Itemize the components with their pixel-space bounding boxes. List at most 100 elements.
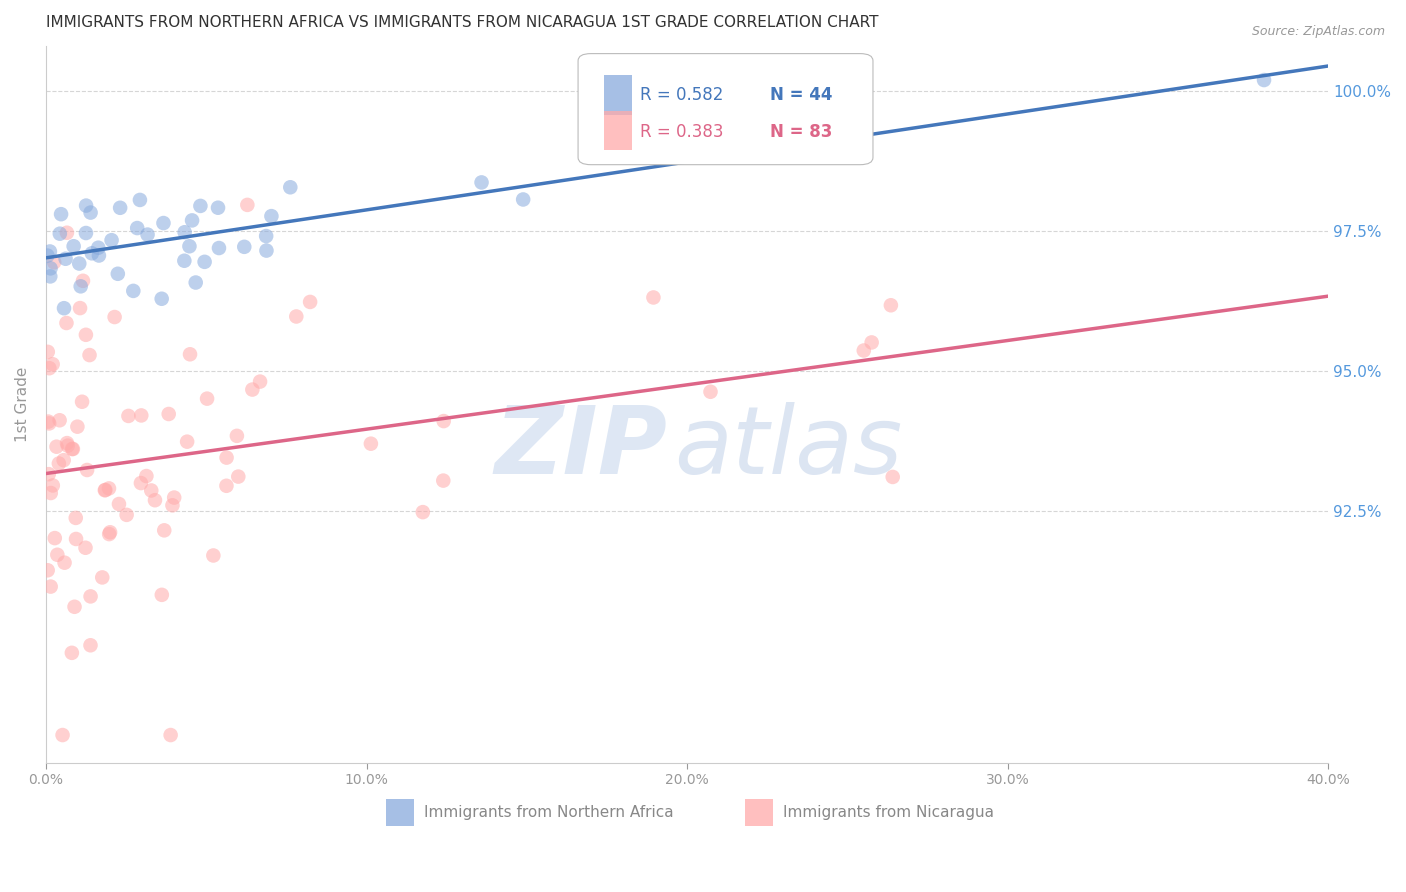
Point	[48, 457, 70, 471]
Text: ZIP: ZIP	[495, 401, 668, 494]
Point	[37, 415, 59, 429]
Point	[190, 199, 212, 213]
Text: Source: ZipAtlas.com: Source: ZipAtlas.com	[1251, 25, 1385, 38]
Point	[1253, 73, 1275, 87]
Point	[225, 429, 247, 443]
Point	[79, 348, 101, 362]
Point	[38, 244, 60, 259]
Point	[39, 486, 62, 500]
Point	[65, 532, 87, 546]
Point	[143, 493, 166, 508]
Point	[254, 229, 277, 244]
Point	[49, 227, 72, 241]
Point	[285, 310, 308, 324]
Point	[215, 479, 238, 493]
Point	[129, 193, 152, 207]
Point	[240, 383, 263, 397]
Text: Immigrants from Northern Africa: Immigrants from Northern Africa	[425, 805, 673, 820]
Point	[260, 209, 283, 223]
Point	[150, 292, 173, 306]
Point	[162, 499, 184, 513]
Point	[278, 180, 301, 194]
Point	[39, 261, 62, 276]
Point	[62, 239, 84, 253]
Point	[91, 570, 114, 584]
Point	[236, 198, 259, 212]
Point	[87, 248, 110, 262]
Point	[37, 249, 59, 263]
Point	[39, 269, 62, 284]
Point	[176, 434, 198, 449]
Point	[202, 549, 225, 563]
Point	[49, 207, 72, 221]
Point	[104, 310, 127, 324]
Bar	[603, 111, 631, 151]
Point	[44, 531, 66, 545]
Point	[41, 357, 63, 371]
Text: N = 44: N = 44	[770, 87, 832, 104]
Point	[249, 375, 271, 389]
Bar	[745, 799, 773, 826]
Point	[53, 301, 76, 316]
Point	[98, 527, 121, 541]
Point	[194, 255, 217, 269]
Point	[179, 239, 201, 253]
FancyBboxPatch shape	[578, 54, 873, 165]
Point	[70, 394, 93, 409]
Point	[150, 588, 173, 602]
Point	[173, 253, 195, 268]
Point	[56, 439, 79, 453]
Point	[135, 469, 157, 483]
Point	[38, 417, 60, 431]
Point	[75, 198, 97, 212]
Point	[94, 483, 117, 497]
Point	[512, 193, 534, 207]
Point	[226, 469, 249, 483]
Point	[79, 638, 101, 652]
Point	[108, 201, 131, 215]
Point	[412, 505, 434, 519]
Point	[207, 201, 229, 215]
Point	[852, 343, 875, 358]
Point	[39, 580, 62, 594]
Point	[37, 563, 59, 577]
Point	[75, 226, 97, 240]
Point	[38, 467, 60, 482]
Point	[141, 483, 163, 498]
Point	[360, 436, 382, 450]
Point	[208, 241, 231, 255]
Point	[117, 409, 139, 423]
Y-axis label: 1st Grade: 1st Grade	[15, 367, 30, 442]
Point	[98, 525, 121, 540]
Point	[233, 240, 256, 254]
Point	[136, 227, 159, 242]
Point	[122, 284, 145, 298]
Point	[860, 335, 883, 350]
Point	[195, 392, 218, 406]
Point	[173, 225, 195, 239]
Point	[45, 440, 67, 454]
Text: atlas: atlas	[675, 402, 903, 493]
Point	[66, 419, 89, 434]
Point	[46, 548, 69, 562]
Point	[598, 141, 620, 155]
Point	[55, 316, 77, 330]
Point	[163, 491, 186, 505]
Bar	[603, 75, 631, 114]
Point	[56, 436, 79, 450]
Point	[69, 301, 91, 315]
Point	[433, 414, 456, 428]
Point	[179, 347, 201, 361]
Point	[76, 463, 98, 477]
Point	[880, 298, 903, 312]
Point	[48, 413, 70, 427]
Text: Immigrants from Nicaragua: Immigrants from Nicaragua	[783, 805, 994, 820]
Point	[51, 728, 73, 742]
Point	[56, 226, 79, 240]
Point	[80, 246, 103, 260]
Point	[98, 482, 121, 496]
Text: R = 0.383: R = 0.383	[640, 123, 723, 142]
Point	[52, 453, 75, 467]
Point	[299, 294, 322, 309]
Point	[153, 524, 176, 538]
